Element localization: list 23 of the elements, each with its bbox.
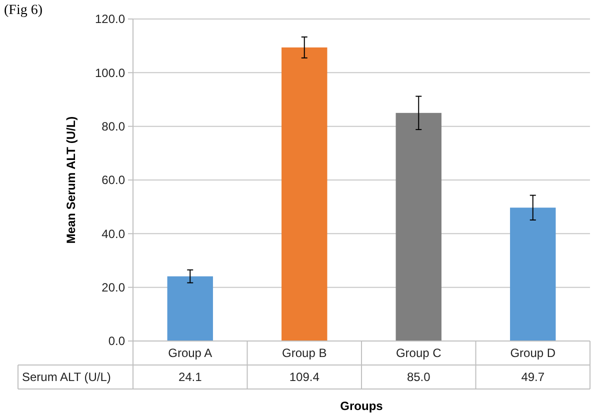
- bar: [282, 47, 328, 341]
- y-tick-label: 0.0: [108, 334, 126, 348]
- y-tick-label: 80.0: [102, 120, 126, 134]
- bar: [510, 208, 556, 341]
- data-label: 24.1: [178, 370, 202, 384]
- y-axis-title: Mean Serum ALT (U/L): [64, 116, 78, 244]
- y-tick-label: 120.0: [94, 12, 126, 26]
- y-tick-label: 40.0: [102, 226, 126, 241]
- text: (Fig 6): [4, 3, 43, 18]
- data-label: 85.0: [406, 370, 431, 384]
- data-label: 109.4: [289, 370, 320, 384]
- bar: [167, 276, 213, 341]
- x-tick-label: Group A: [168, 346, 212, 360]
- x-axis-title: Groups: [340, 399, 384, 413]
- y-tick-label: 60.0: [102, 173, 126, 188]
- x-tick-label: Group D: [510, 346, 556, 360]
- data-label: 49.7: [521, 370, 545, 384]
- x-tick-label: Group C: [396, 346, 442, 360]
- x-tick-label: Group B: [282, 346, 327, 360]
- bar: [396, 112, 442, 341]
- y-tick-label: 20.0: [102, 280, 126, 295]
- text: Serum ALT (U/L): [22, 370, 111, 384]
- y-tick-label: 100.0: [94, 66, 126, 80]
